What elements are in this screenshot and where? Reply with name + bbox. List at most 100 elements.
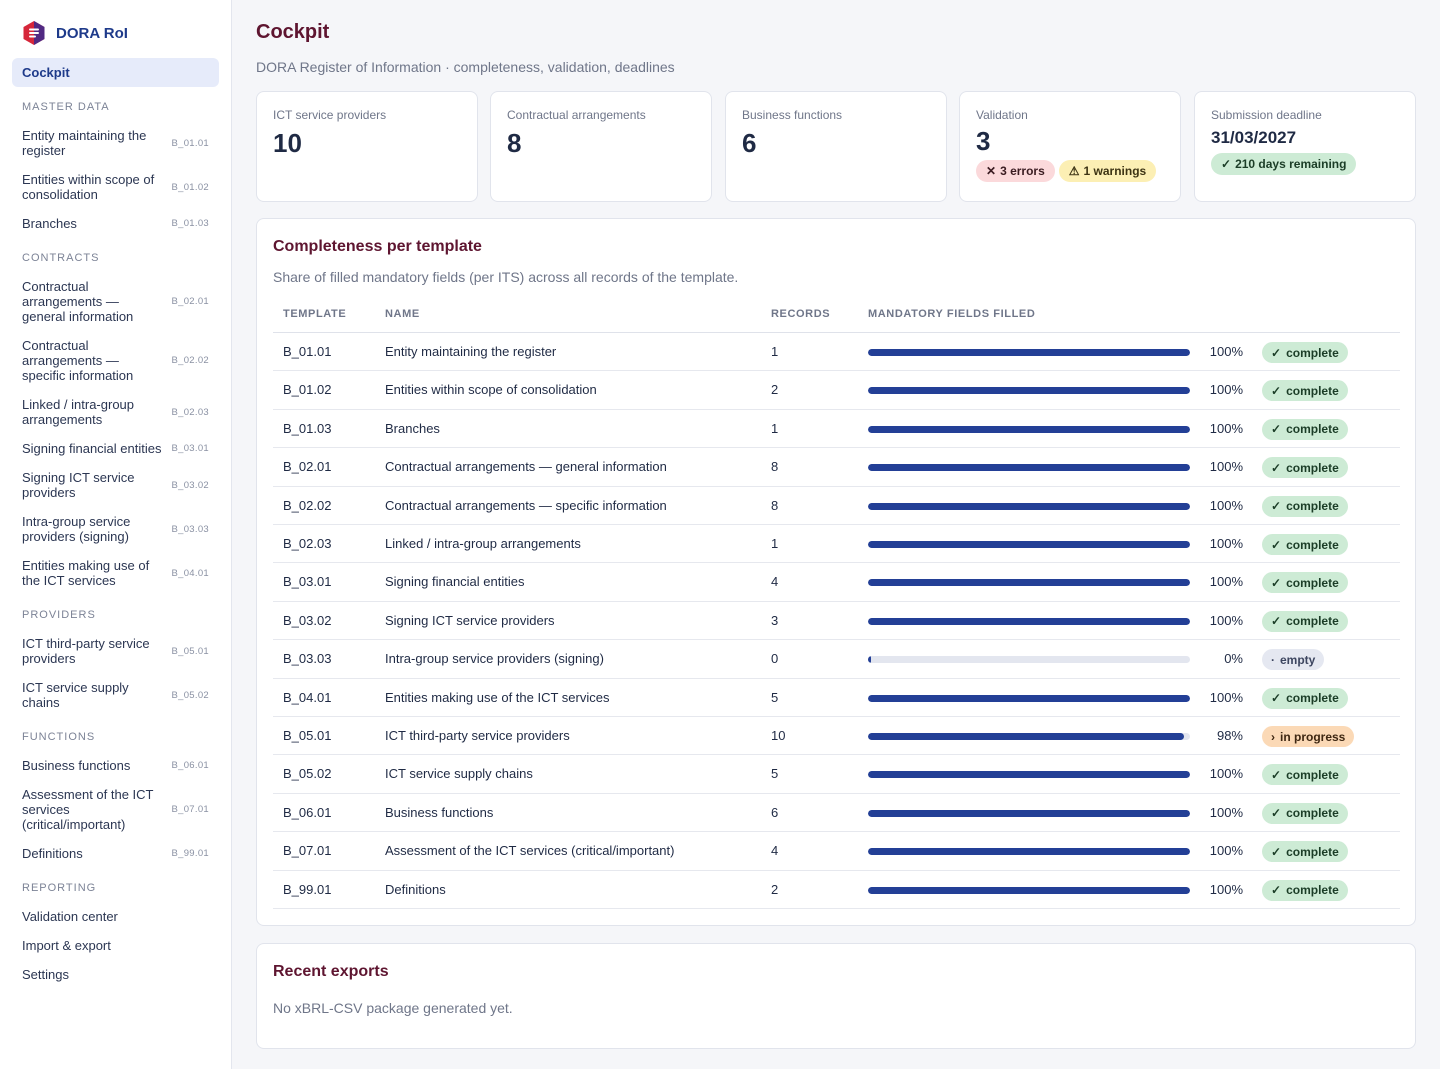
template-name: Business functions (385, 804, 494, 820)
status-label: complete (1286, 806, 1339, 821)
table-row[interactable]: B_03.01 Signing financial entities 4 100% ✓ c… (273, 563, 1400, 602)
status-badge: · empty (1262, 649, 1325, 671)
table-row[interactable]: B_02.01 Contractual arrangements — genera… (273, 448, 1400, 487)
sidebar-item-cockpit[interactable]: Cockpit (12, 58, 219, 87)
column-header-name[interactable]: NAME (385, 308, 420, 320)
check-icon: ✓ (1271, 806, 1282, 821)
template-code: B_04.01 (283, 689, 332, 705)
sidebar-item-b99-01[interactable]: Definitions B_99.01 (22, 846, 212, 861)
sidebar-item-b03-02[interactable]: Signing ICT service providers B_03.02 (22, 470, 212, 500)
status-label: empty (1280, 652, 1316, 667)
status-badge: ✓ complete (1262, 457, 1348, 479)
sidebar-item-label: Contractual arrangements — specific info… (22, 338, 134, 383)
check-icon: ✓ (1271, 844, 1282, 859)
warnings-count: 1 warnings (1083, 164, 1147, 178)
table-row[interactable]: B_05.01 ICT third-party service providers… (273, 717, 1400, 756)
warnings-badge[interactable]: ⚠ 1 warnings (1058, 160, 1157, 182)
sidebar-item-label: Intra-group service providers (signing) (22, 514, 131, 544)
completeness-card: Completeness per template Share of fille… (256, 218, 1416, 926)
status-badge: ✓ complete (1262, 380, 1348, 402)
sidebar-item-code: B_05.01 (171, 645, 209, 657)
sidebar-item-validation-center[interactable]: Validation center (22, 909, 212, 924)
template-code: B_07.01 (283, 843, 332, 859)
progress-bar-fill (868, 733, 1184, 740)
percent-filled: 100% (1209, 536, 1243, 551)
table-row[interactable]: B_07.01 Assessment of the ICT services (c… (273, 832, 1400, 871)
record-count: 3 (771, 612, 779, 628)
kpi-value: 3 (976, 126, 991, 156)
progress-bar (868, 848, 1190, 856)
column-header-records[interactable]: RECORDS (771, 308, 831, 320)
template-name: Branches (385, 420, 440, 436)
sidebar-item-b02-02[interactable]: Contractual arrangements — specific info… (22, 338, 212, 383)
table-row[interactable]: B_01.02 Entities within scope of consolid… (273, 371, 1400, 410)
template-code: B_01.01 (283, 344, 332, 359)
table-row[interactable]: B_01.01 Entity maintaining the register 1 1… (273, 333, 1400, 372)
template-name: Contractual arrangements — general infor… (385, 459, 667, 475)
table-row[interactable]: B_04.01 Entities making use of the ICT se… (273, 679, 1400, 717)
percent-filled: 100% (1209, 344, 1243, 359)
check-icon: ✓ (1271, 345, 1282, 360)
table-row[interactable]: B_99.01 Definitions 2 100% ✓ complete (273, 871, 1400, 909)
kpi-label: Validation (976, 108, 1028, 122)
table-row[interactable]: B_03.02 Signing ICT service providers 3 100… (273, 602, 1400, 641)
kpi-value: 10 (273, 128, 302, 158)
template-name: ICT third-party service providers (385, 728, 570, 743)
kpi-card-validation[interactable]: Validation 3 ✕ 3 errors ⚠ 1 warnings (959, 91, 1181, 202)
column-header-template[interactable]: TEMPLATE (283, 308, 347, 320)
table-row[interactable]: B_02.02 Contractual arrangements — specif… (273, 487, 1400, 525)
sidebar-item-b01-02[interactable]: Entities within scope of consolidation B… (22, 172, 212, 202)
sidebar-item-b03-03[interactable]: Intra-group service providers (signing) … (22, 514, 212, 544)
template-name: Assessment of the ICT services (critical… (385, 843, 675, 859)
template-code: B_06.01 (283, 804, 332, 820)
sidebar-item-settings[interactable]: Settings (22, 967, 212, 982)
record-count: 5 (771, 766, 779, 782)
record-count: 5 (771, 689, 779, 705)
progress-bar-fill (868, 694, 1190, 702)
sidebar-item-b02-03[interactable]: Linked / intra-group arrangements B_02.0… (22, 397, 212, 427)
sidebar-item-code: B_05.02 (171, 689, 209, 701)
sidebar-item-b07-01[interactable]: Assessment of the ICT services (critical… (22, 787, 212, 832)
template-code: B_01.03 (283, 420, 332, 436)
sidebar-item-b03-01[interactable]: Signing financial entities B_03.01 (22, 441, 212, 456)
errors-badge[interactable]: ✕ 3 errors (976, 160, 1055, 182)
progress-bar (868, 809, 1190, 817)
sidebar-item-label: Branches (22, 216, 77, 231)
sidebar-item-code: B_02.01 (171, 296, 209, 307)
template-code: B_05.02 (283, 766, 332, 782)
percent-filled: 100% (1209, 574, 1243, 590)
brand[interactable]: DORA RoI (22, 20, 128, 46)
template-name: Signing ICT service providers (385, 612, 555, 628)
sidebar-item-b02-01[interactable]: Contractual arrangements — general infor… (22, 279, 212, 324)
table-row[interactable]: B_01.03 Branches 1 100% ✓ complete (273, 410, 1400, 449)
kpi-card-functions[interactable]: Business functions 6 (725, 91, 947, 202)
check-icon: ✓ (1221, 157, 1232, 171)
sidebar-item-b01-03[interactable]: Branches B_01.03 (22, 216, 212, 231)
sidebar-item-code: B_02.03 (171, 406, 209, 418)
sidebar-item-b01-01[interactable]: Entity maintaining the register B_01.01 (22, 128, 212, 158)
completeness-title: Completeness per template (273, 238, 482, 255)
table-row[interactable]: B_03.03 Intra-group service providers (si… (273, 640, 1400, 679)
sidebar-item-b06-01[interactable]: Business functions B_06.01 (22, 758, 212, 773)
kpi-card-contracts[interactable]: Contractual arrangements 8 (490, 91, 712, 202)
kpi-card-providers[interactable]: ICT service providers 10 (256, 91, 478, 202)
record-count: 10 (771, 728, 786, 743)
sidebar-section-providers: PROVIDERS (22, 609, 96, 621)
sidebar-item-code: B_03.01 (171, 443, 209, 454)
column-header-filled[interactable]: MANDATORY FIELDS FILLED (868, 308, 1036, 320)
sidebar-item-code: B_07.01 (171, 804, 209, 815)
table-row[interactable]: B_05.02 ICT service supply chains 5 100% ✓ co… (273, 755, 1400, 794)
template-name: Entities making use of the ICT services (385, 689, 610, 705)
sidebar-section-contracts: CONTRACTS (22, 252, 100, 264)
table-row[interactable]: B_02.03 Linked / intra-group arrangements… (273, 525, 1400, 564)
sidebar-item-b04-01[interactable]: Entities making use of the ICT services … (22, 558, 212, 588)
page-subtitle: DORA Register of Information · completen… (256, 59, 675, 75)
sidebar-item-b05-02[interactable]: ICT service supply chains B_05.02 (22, 680, 212, 710)
status-label: complete (1286, 883, 1339, 898)
status-label: complete (1286, 537, 1339, 552)
sidebar-item-label: Settings (22, 967, 69, 982)
sidebar-item-import-export[interactable]: Import & export (22, 938, 212, 953)
table-row[interactable]: B_06.01 Business functions 6 100% ✓ complete (273, 794, 1400, 833)
check-icon: ✓ (1271, 614, 1282, 629)
sidebar-item-b05-01[interactable]: ICT third-party service providers B_05.0… (22, 636, 212, 666)
